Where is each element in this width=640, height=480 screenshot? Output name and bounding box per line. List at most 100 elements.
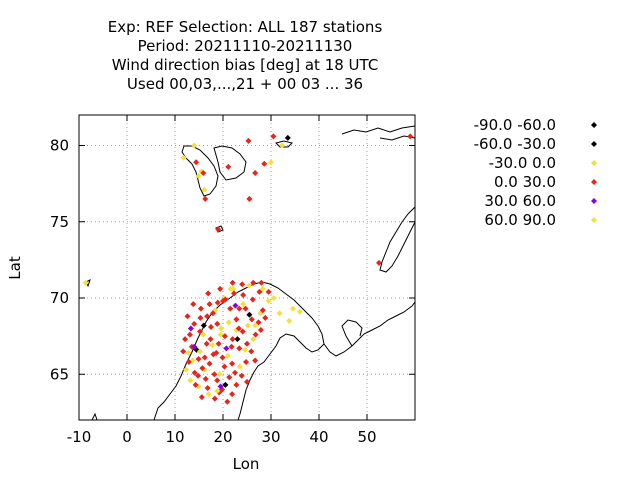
- data-point-series-2: [195, 173, 202, 179]
- data-point-series-3: [228, 343, 235, 350]
- data-point-series-2: [218, 325, 225, 332]
- data-point-series-3: [180, 348, 187, 355]
- x-axis-label: Lon: [233, 455, 260, 473]
- data-point-series-2: [265, 298, 272, 305]
- data-point-series-3: [407, 133, 414, 140]
- y-tick-label: 65: [50, 365, 69, 383]
- data-point-series-3: [219, 354, 226, 361]
- data-point-series-3: [214, 377, 221, 384]
- data-point-series-3: [244, 340, 250, 347]
- axis-ticks: -10 0 10 20 30 40 50 65 70 75 80: [50, 115, 415, 446]
- data-point-series-4: [187, 325, 194, 332]
- coastline-svalbard-east: [213, 145, 247, 181]
- plot-frame: [78, 114, 416, 421]
- data-point-series-0: [200, 322, 207, 329]
- data-point-series-3: [258, 279, 265, 286]
- data-point-series-3: [252, 357, 259, 364]
- data-point-series-0: [284, 134, 291, 141]
- legend-label: -30.0 0.0: [489, 154, 556, 172]
- data-point-series-3: [215, 340, 222, 347]
- data-point-series-3: [182, 336, 189, 343]
- data-point-series-2: [259, 285, 266, 292]
- data-point-series-3: [198, 394, 205, 401]
- data-point-series-3: [233, 316, 240, 323]
- data-point-series-3: [191, 369, 198, 376]
- data-point-series-3: [197, 305, 204, 312]
- data-point-series-3: [186, 331, 193, 338]
- data-point-series-3: [221, 363, 228, 370]
- x-tick-label: 10: [165, 428, 184, 446]
- data-point-series-2: [183, 366, 190, 373]
- data-point-series-3: [193, 159, 200, 166]
- data-point-series-3: [221, 333, 228, 340]
- legend: -90.0 -60.0-60.0 -30.0-30.0 0.00.0 30.03…: [474, 116, 597, 229]
- data-point-series-3: [202, 375, 209, 382]
- data-point-series-3: [257, 327, 264, 334]
- data-point-series-3: [211, 371, 218, 378]
- x-tick-label: 40: [309, 428, 328, 446]
- legend-label: 0.0 30.0: [494, 173, 556, 191]
- data-point-series-2: [205, 391, 212, 398]
- data-point-series-3: [211, 395, 218, 402]
- data-point-series-3: [239, 328, 246, 335]
- title-line-1: Exp: REF Selection: ALL 187 stations: [108, 18, 383, 36]
- data-point-series-2: [252, 322, 259, 329]
- data-points: [82, 133, 414, 405]
- data-point-series-3: [243, 359, 250, 366]
- data-point-series-1: [246, 311, 253, 318]
- data-point-series-3: [259, 307, 266, 314]
- data-point-series-2: [242, 346, 249, 353]
- data-point-series-3: [229, 279, 236, 286]
- legend-label: -90.0 -60.0: [474, 116, 556, 134]
- x-tick-label: 20: [213, 428, 232, 446]
- legend-label: 30.0 60.0: [484, 192, 556, 210]
- data-point-series-3: [248, 348, 255, 355]
- data-point-series-2: [82, 279, 89, 286]
- data-point-series-3: [235, 325, 242, 332]
- data-point-series-3: [226, 374, 233, 381]
- data-point-series-3: [191, 320, 198, 327]
- data-point-series-2: [191, 142, 198, 149]
- y-axis-label: Lat: [6, 256, 24, 280]
- data-point-series-3: [196, 328, 203, 335]
- data-point-series-3: [215, 226, 222, 233]
- data-point-series-3: [376, 259, 382, 266]
- data-point-series-0: [222, 381, 229, 388]
- data-point-series-3: [233, 381, 240, 388]
- data-point-series-5: [244, 322, 251, 329]
- data-point-series-3: [209, 310, 216, 317]
- coastline-franz-josef: [341, 125, 416, 135]
- data-point-series-2: [200, 331, 207, 338]
- data-point-series-3: [252, 169, 259, 176]
- data-point-series-2: [216, 371, 223, 378]
- data-point-series-2: [245, 282, 252, 289]
- data-point-series-3: [214, 320, 221, 327]
- coastline-kvitoya: [275, 140, 293, 148]
- legend-marker: [591, 141, 597, 147]
- data-point-series-3: [229, 391, 236, 398]
- x-tick-label: 0: [122, 428, 132, 446]
- title-line-4: Used 00,03,...,21 + 00 03 ... 36: [127, 75, 363, 93]
- coastline-iceland-tip: [91, 412, 98, 421]
- data-point-series-3: [246, 195, 253, 202]
- data-point-series-3: [204, 384, 211, 391]
- data-point-series-3: [197, 314, 204, 321]
- legend-marker: [591, 122, 597, 128]
- data-point-series-3: [224, 398, 231, 405]
- data-point-series-2: [296, 308, 303, 315]
- data-point-series-3: [225, 163, 232, 170]
- title-line-2: Period: 20211110-20211130: [138, 37, 353, 55]
- data-point-series-3: [213, 349, 220, 356]
- data-point-series-3: [192, 381, 199, 388]
- legend-label: 60.0 90.0: [484, 211, 556, 229]
- data-point-series-3: [245, 137, 252, 144]
- data-point-series-3: [255, 319, 262, 326]
- data-point-series-2: [201, 186, 208, 193]
- coastline-novaya-zemlya: [379, 206, 416, 273]
- data-point-series-2: [240, 301, 247, 308]
- data-point-series-3: [200, 169, 207, 176]
- data-point-series-3: [203, 340, 210, 347]
- data-point-series-3: [229, 360, 236, 367]
- coastline: [85, 125, 416, 421]
- data-point-series-2: [196, 348, 203, 355]
